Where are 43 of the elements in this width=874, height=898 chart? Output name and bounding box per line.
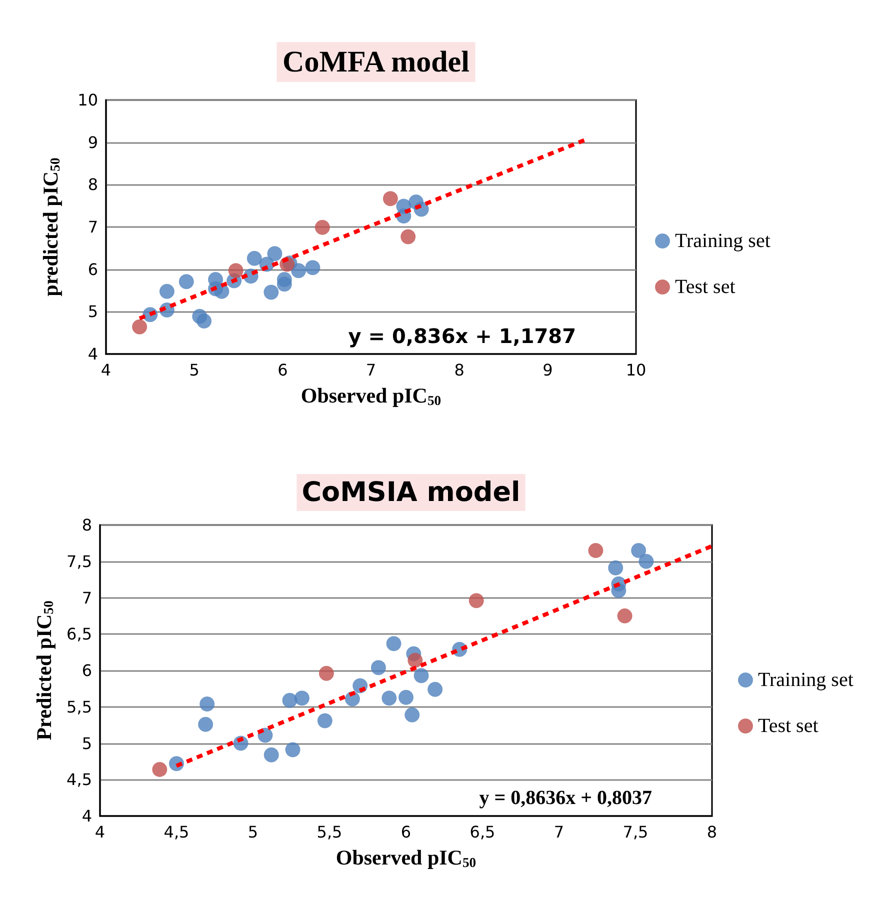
y-axis-title: Predicted pIC50 [32, 600, 56, 740]
x-tick-label: 4,5 [164, 822, 190, 842]
x-tick-label: 6 [400, 822, 412, 842]
x-tick-label: 8 [706, 822, 718, 842]
y-tick-label: 4,5 [66, 770, 92, 790]
y-axis-title: predicted pIC50 [38, 157, 62, 296]
y-tick-label: 6 [82, 661, 92, 680]
annotation: y = 0,836x + 1,1787 [348, 324, 576, 348]
y-tick-label: 7 [82, 588, 92, 608]
legend-label: Training set [675, 230, 771, 252]
x-tick-label: 10 [626, 360, 646, 380]
legend-label: Training set [758, 669, 854, 691]
x-tick-label: 7 [554, 822, 564, 842]
x-axis-title: Observed pIC50 [300, 384, 442, 408]
legend-label: Test set [758, 715, 819, 737]
x-tick-label: 7,5 [622, 822, 648, 842]
y-tick-label: 9 [88, 132, 98, 152]
x-tick-label: 6 [278, 360, 288, 380]
x-tick-label: 5 [248, 822, 258, 842]
x-tick-label: 5 [189, 360, 200, 380]
y-tick-label: 5,5 [66, 697, 92, 716]
x-tick-label: 4 [100, 360, 112, 380]
x-tick-label: 7 [366, 360, 376, 380]
x-tick-label: 9 [542, 360, 553, 380]
chart-title: CoMSIA model [302, 477, 520, 508]
x-tick-label: 6,5 [470, 822, 496, 842]
y-tick-label: 5 [82, 734, 92, 753]
annotation: y = 0,8636x + 0,8037 [479, 787, 652, 809]
x-tick-label: 5,5 [316, 822, 342, 842]
y-tick-label: 4 [82, 806, 92, 826]
y-tick-label: 7 [88, 218, 98, 236]
x-axis-title: Observed pIC50 [336, 846, 476, 870]
legend-label: Test set [675, 276, 736, 298]
y-tick-label: 8 [88, 175, 98, 194]
y-tick-label: 8 [82, 516, 92, 534]
y-tick-label: 6 [88, 260, 98, 279]
chart-title: CoMFA model [282, 46, 470, 78]
y-tick-label: 6,5 [66, 624, 92, 644]
y-tick-label: 10 [78, 90, 98, 110]
x-tick-label: 8 [454, 360, 464, 380]
y-tick-label: 7,5 [66, 552, 92, 571]
y-tick-label: 4 [88, 344, 98, 364]
y-tick-label: 5 [88, 302, 98, 322]
